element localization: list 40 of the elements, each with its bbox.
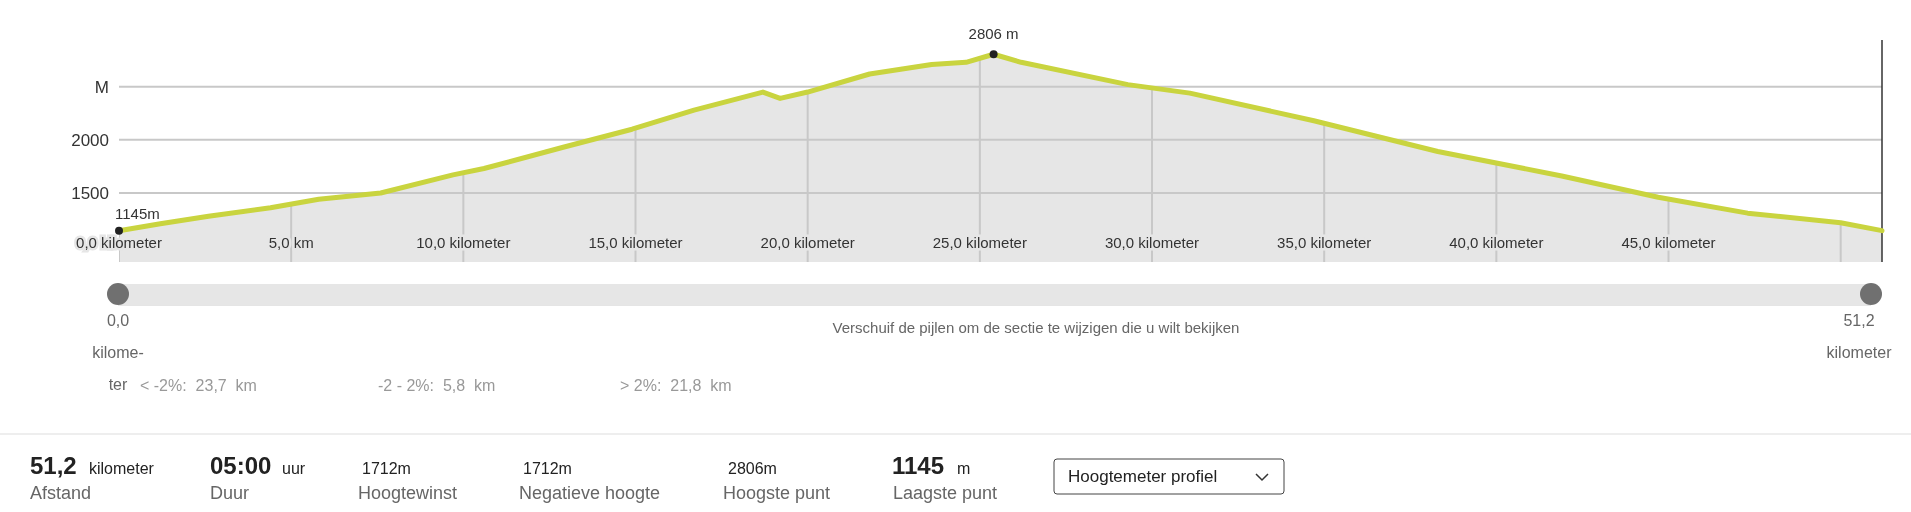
text: 1145 <box>892 452 945 479</box>
text: 0,0 <box>106 312 130 329</box>
annotation: 1145m <box>115 204 160 222</box>
text: Laagste punt <box>893 483 998 503</box>
y-tick-label: M <box>94 77 109 97</box>
text: Negatieve hoogte <box>519 483 661 503</box>
text: Afstand <box>30 483 92 503</box>
x-tick-label: 35,0 kilometer <box>1277 234 1372 251</box>
text: 2806m <box>728 460 777 477</box>
x-tick-label: 10,0 kilometer <box>416 234 511 251</box>
text: < -2%: 23,7 km <box>140 377 257 394</box>
text: 05:00 <box>210 452 272 479</box>
text: 1712m <box>523 460 572 477</box>
y-tick-label: 2000 <box>71 130 109 150</box>
x-tick-label: 15,0 kilometer <box>588 234 683 251</box>
text: Hoogtewinst <box>358 483 458 503</box>
x-tick-label: 5,0 km <box>268 234 314 251</box>
text: kilometer <box>89 460 155 477</box>
text: m <box>957 460 971 477</box>
x-tick-label: 45,0 kilometer <box>1621 234 1716 251</box>
text: 51,2 <box>30 452 77 479</box>
text: kilome- <box>92 344 144 361</box>
text: ter <box>108 376 129 393</box>
text: -2 - 2%: 5,8 km <box>378 377 496 394</box>
y-tick-label: 1500 <box>71 183 109 203</box>
text: kilometer <box>1826 344 1893 361</box>
text: Hoogste punt <box>723 483 831 503</box>
x-tick-label: 40,0 kilometer <box>1449 234 1544 251</box>
x-tick-label: 20,0 kilometer <box>760 234 855 251</box>
annotation: 2806 m <box>968 25 1019 43</box>
text: Hoogtemeter profiel <box>1068 467 1218 486</box>
text: Duur <box>210 483 250 503</box>
text: 1712m <box>362 460 411 477</box>
x-tick-label: 30,0 kilometer <box>1104 234 1200 251</box>
text: Verschuif de pijlen om de sectie te wijzigen die u wilt bekijken <box>832 319 1240 336</box>
x-tick-label: 25,0 kilometer <box>932 234 1027 251</box>
x-tick-label: 0,0 kilometer <box>76 234 162 251</box>
text: 51,2 <box>1843 312 1875 329</box>
text: uur <box>282 460 306 477</box>
text: > 2%: 21,8 km <box>620 377 732 394</box>
